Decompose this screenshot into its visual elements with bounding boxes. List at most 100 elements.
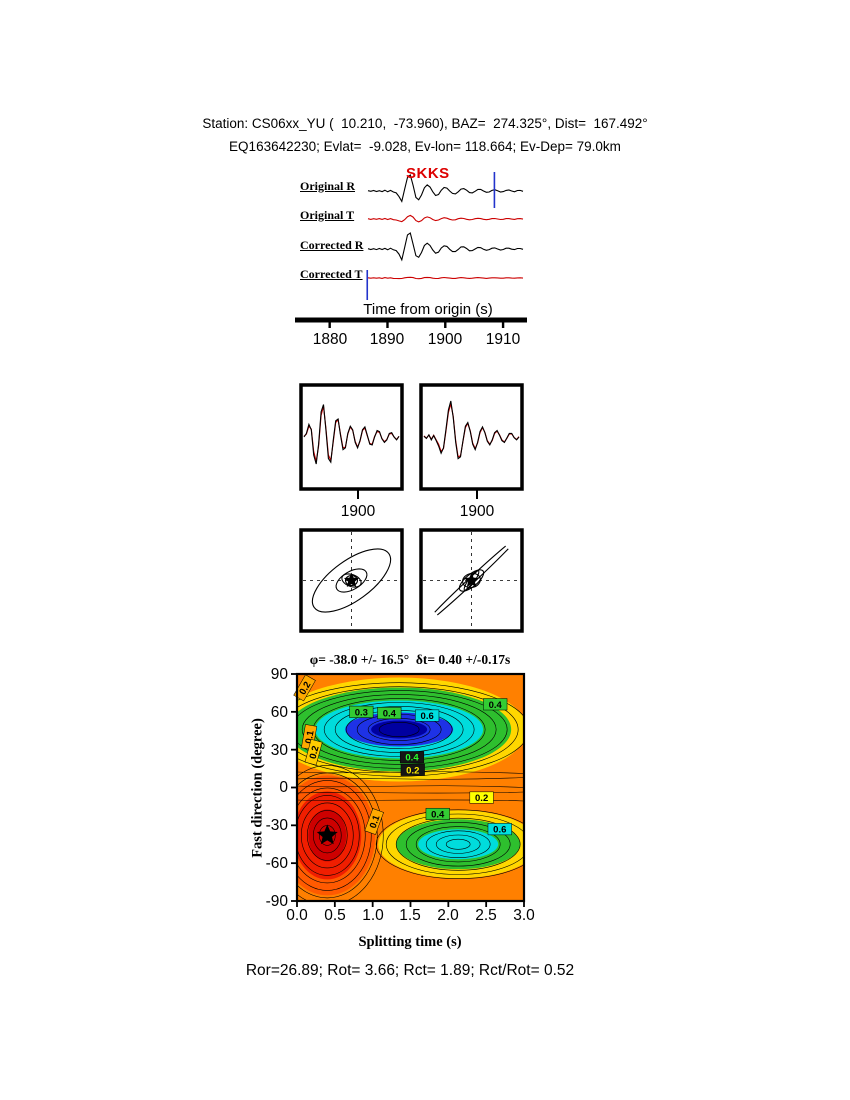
- particle-motion-panels: [299, 528, 524, 633]
- contour-line: [405, 822, 511, 867]
- time-axis-label: Time from origin (s): [363, 301, 493, 318]
- dt-tick-10: 1.0: [362, 907, 384, 924]
- dt-tick-30: 3.0: [513, 907, 535, 924]
- phi-tick-m90: -90: [265, 893, 288, 910]
- phi-tick-0: 0: [279, 779, 288, 796]
- panel-border: [299, 383, 404, 491]
- time-axis: [295, 317, 527, 328]
- particle-ellipse: [335, 568, 368, 593]
- contour-label: 0.4: [399, 751, 425, 764]
- seismogram-trace: [367, 276, 524, 280]
- map-secondary-region: [418, 829, 499, 860]
- contour-line: [425, 830, 491, 858]
- quality-footer: Ror=26.89; Rot= 3.66; Rct= 1.89; Rct/Rot…: [245, 962, 575, 979]
- x-axis-title: Splitting time (s): [358, 934, 462, 950]
- contour-line: [323, 702, 475, 757]
- phi-tick-30: 30: [270, 742, 288, 759]
- contour-line: [297, 787, 366, 884]
- comparison-panels: [299, 383, 524, 499]
- panel-right-tick-label: 1900: [459, 503, 495, 520]
- contour-label: 0.1: [364, 808, 384, 835]
- svg-text:0.2: 0.2: [475, 793, 488, 804]
- trace-label-original-t: Original T: [300, 208, 355, 222]
- contour-line: [297, 795, 360, 876]
- time-tick-1910: 1910: [485, 331, 521, 348]
- contour-label: 0.6: [415, 709, 440, 722]
- contour-label: 0.2: [469, 791, 494, 804]
- seismogram-trace: [367, 214, 524, 223]
- contour-label: 0.2: [293, 674, 316, 702]
- svg-text:0.1: 0.1: [368, 813, 383, 830]
- header-line-2: EQ163642230; Evlat= -9.028, Ev-lon= 118.…: [229, 139, 621, 154]
- contour-line: [297, 682, 524, 777]
- seismogram-trace: [367, 174, 524, 203]
- header-line-1: Station: CS06xx_YU ( 10.210, -73.960), B…: [202, 116, 648, 131]
- time-tick-1890: 1890: [369, 331, 405, 348]
- trace-label-corrected-t: Corrected T: [300, 267, 363, 281]
- particle-ellipse: [341, 573, 362, 588]
- contour-label: 0.3: [349, 705, 374, 718]
- contour-line: [297, 690, 508, 769]
- particle-star: [463, 572, 480, 587]
- contour-label: 0.4: [425, 807, 450, 820]
- particle-star: [343, 572, 360, 587]
- contour-line: [306, 810, 348, 861]
- contour-line: [375, 809, 524, 879]
- contour-line: [297, 771, 524, 774]
- misfit-map: 0.20.10.20.3 0.4 0.60.40.40.20.20.40.60.1: [291, 672, 526, 907]
- svg-text:0.2: 0.2: [308, 745, 322, 761]
- contour-line: [297, 777, 524, 780]
- svg-text:0.3: 0.3: [355, 707, 368, 718]
- contour-line: [395, 817, 521, 871]
- contour-label: 0.2: [304, 738, 323, 766]
- svg-text:0.6: 0.6: [421, 711, 434, 722]
- phi-tick-90: 90: [270, 666, 288, 683]
- contour-line: [297, 785, 524, 788]
- svg-text:0.4: 0.4: [431, 809, 445, 820]
- contour-line: [445, 838, 471, 850]
- contour-line: [415, 826, 501, 863]
- panel-wave-red: [423, 403, 520, 458]
- contour-line: [301, 694, 497, 765]
- svg-text:0.4: 0.4: [383, 709, 397, 720]
- phi-tick-m30: -30: [265, 817, 288, 834]
- svg-text:0.6: 0.6: [493, 825, 506, 836]
- contour-label: 0.4: [483, 698, 508, 711]
- waveform-traces: [366, 172, 524, 300]
- phase-label-skks: SKKS: [406, 165, 450, 182]
- contour-line: [385, 813, 524, 875]
- svg-text:0.4: 0.4: [405, 753, 419, 764]
- contour-label: 0.6: [487, 823, 512, 836]
- trace-label-corrected-r: Corrected R: [300, 238, 364, 252]
- time-tick-1900: 1900: [427, 331, 463, 348]
- seismogram-trace: [367, 232, 524, 262]
- contour-line: [378, 721, 420, 737]
- contour-label: 0.2: [400, 763, 425, 776]
- panel-left-tick-label: 1900: [340, 503, 376, 520]
- phi-tick-m60: -60: [265, 855, 288, 872]
- best-fit-star: [316, 824, 338, 845]
- y-axis-title: Fast direction (degree): [249, 718, 266, 858]
- panel-border: [419, 528, 524, 633]
- contour-line: [297, 780, 372, 891]
- contour-line: [300, 802, 354, 869]
- map-high-region: [371, 720, 428, 739]
- contour-line: [297, 765, 384, 901]
- time-tick-1880: 1880: [312, 331, 348, 348]
- svg-text:0.2: 0.2: [406, 765, 419, 776]
- dt-tick-25: 2.5: [475, 907, 497, 924]
- contour-label: 0.4: [377, 707, 402, 720]
- dt-tick-00: 0.0: [286, 907, 308, 924]
- panel-wave-black: [423, 400, 520, 460]
- panel-wave-black: [303, 404, 400, 465]
- svg-text:0.4: 0.4: [489, 700, 503, 711]
- panel-border: [299, 528, 404, 633]
- dt-tick-20: 2.0: [437, 907, 459, 924]
- phi-tick-60: 60: [270, 704, 288, 721]
- dt-tick-15: 1.5: [399, 907, 421, 924]
- panel-border: [419, 383, 524, 491]
- contour-line: [435, 834, 481, 854]
- dt-tick-05: 0.5: [324, 907, 346, 924]
